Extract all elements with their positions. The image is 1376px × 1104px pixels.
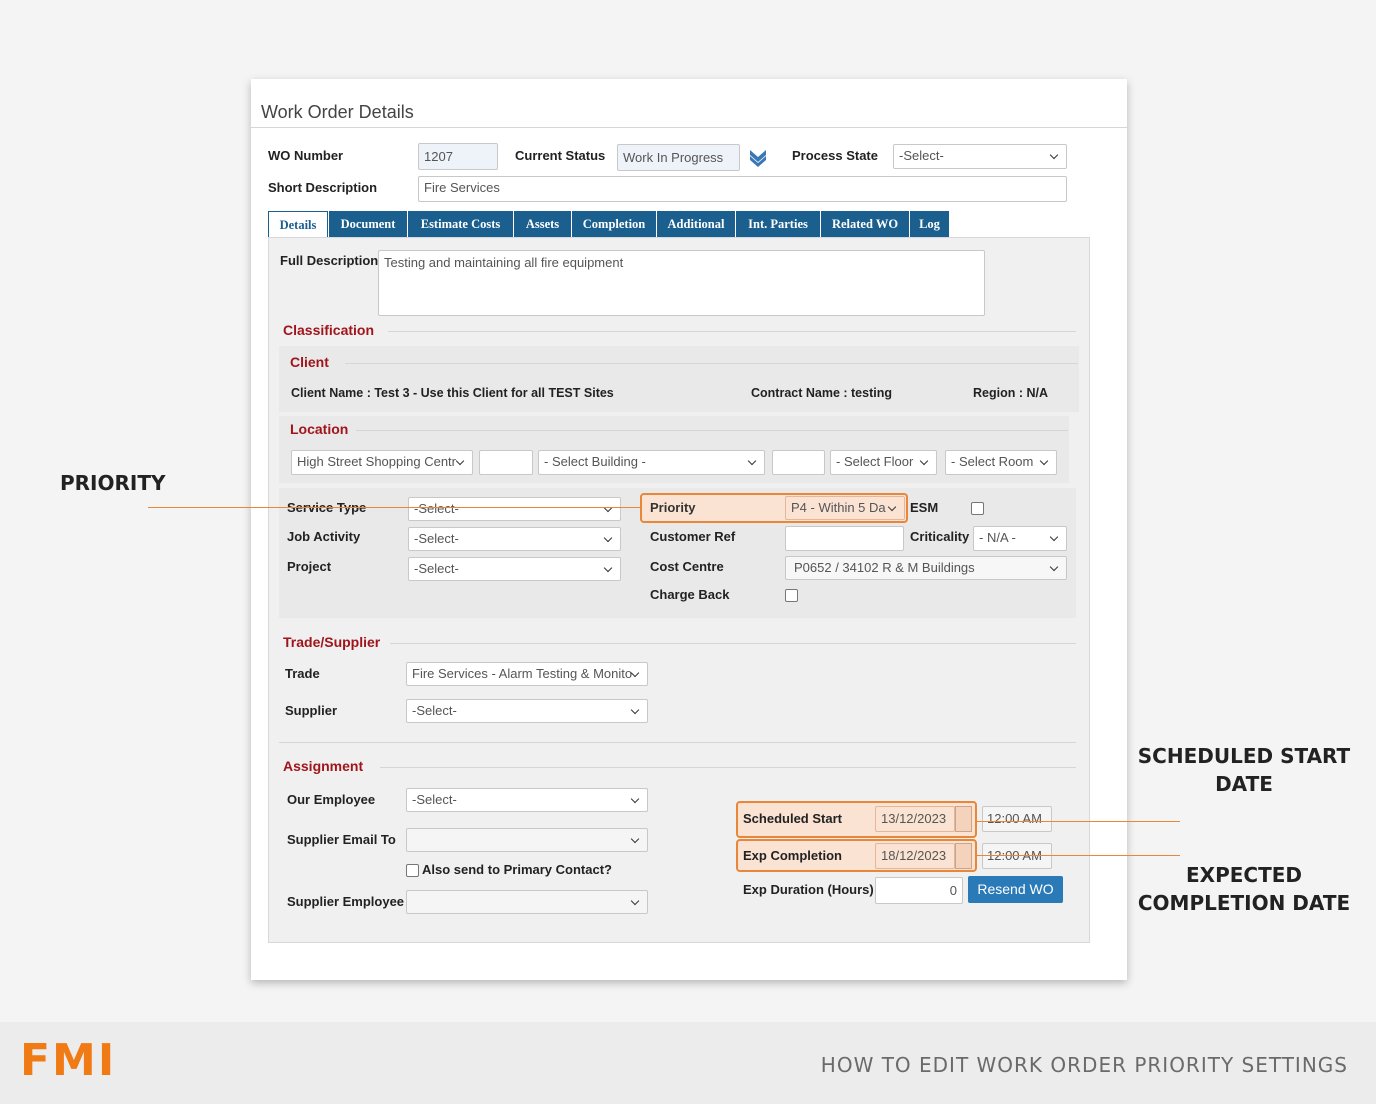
select[interactable]: - Select Floor <box>830 450 937 475</box>
checkbox[interactable] <box>406 864 419 877</box>
button[interactable]: Resend WO <box>968 876 1063 903</box>
tab[interactable]: Log <box>910 211 949 237</box>
section-heading: Trade/Supplier <box>283 634 381 650</box>
textarea[interactable]: Testing and maintaining all fire equipme… <box>378 250 985 316</box>
field-label: Short Description <box>268 180 378 195</box>
field-label: Process State <box>792 148 878 163</box>
tab[interactable]: Completion <box>572 211 656 237</box>
field-label: Cost Centre <box>650 559 724 574</box>
annotation-line <box>148 507 640 508</box>
field-label: Customer Ref <box>650 529 736 544</box>
field-label: Exp Duration (Hours) <box>743 882 874 897</box>
annotation: EXPECTED COMPLETION DATE <box>1137 863 1351 915</box>
tab[interactable]: Estimate Costs <box>408 211 513 237</box>
date-input[interactable]: 18/12/2023 <box>875 843 955 869</box>
input[interactable] <box>785 526 904 551</box>
footer <box>0 1022 1376 1104</box>
tab[interactable]: Document <box>329 211 407 237</box>
field-label: Supplier Email To <box>287 832 396 847</box>
field-label: Supplier <box>285 703 338 718</box>
annotation: SCHEDULED START DATE <box>1137 744 1351 796</box>
select[interactable]: - Select Room <box>945 450 1057 475</box>
section-heading: Classification <box>283 322 375 338</box>
annotation-line <box>976 821 1180 822</box>
checkbox[interactable] <box>785 589 798 602</box>
tab[interactable]: Details <box>268 211 328 237</box>
status-icon[interactable] <box>747 146 769 168</box>
tab[interactable]: Assets <box>514 211 571 237</box>
field-label: Full Description <box>280 253 379 268</box>
panel-title: Work Order Details <box>261 102 414 122</box>
annotation: PRIORITY <box>60 471 166 495</box>
field-label: Trade <box>285 666 320 681</box>
field-label: Charge Back <box>650 587 730 602</box>
select[interactable] <box>406 828 648 852</box>
input[interactable]: Fire Services <box>418 176 1067 202</box>
field-label: Job Activity <box>287 529 361 544</box>
divider <box>251 127 1127 128</box>
contract-name: Contract Name : testing <box>751 386 892 400</box>
tab[interactable]: Related WO <box>821 211 909 237</box>
input[interactable]: 0 <box>875 877 963 904</box>
field-label: Project <box>287 559 332 574</box>
select[interactable]: - Select Building - <box>538 450 765 475</box>
input[interactable]: 1207 <box>418 143 498 170</box>
field-label: Current Status <box>515 148 606 163</box>
section-heading: Location <box>290 421 349 437</box>
tab[interactable]: Additional <box>657 211 735 237</box>
divider <box>380 767 1076 768</box>
select[interactable]: - N/A - <box>973 526 1067 551</box>
field-label: Supplier Employee <box>287 894 405 909</box>
section-heading: Assignment <box>283 758 364 774</box>
section-heading: Client <box>290 354 329 370</box>
annotation-line <box>976 855 1180 856</box>
input[interactable] <box>772 450 825 475</box>
logo: FMI <box>20 1035 117 1086</box>
input[interactable] <box>479 450 533 475</box>
field-label: Our Employee <box>287 792 376 807</box>
divider <box>356 430 1068 431</box>
checkbox[interactable] <box>971 502 984 515</box>
select[interactable]: -Select- <box>408 527 621 551</box>
field-label: Service Type <box>287 500 367 515</box>
field-label: Exp Completion <box>743 848 842 863</box>
divider <box>345 363 1078 364</box>
date-input[interactable]: 13/12/2023 <box>875 806 955 832</box>
client-name: Client Name : Test 3 - Use this Client f… <box>291 386 614 400</box>
tab[interactable]: Int. Parties <box>736 211 820 237</box>
time-input[interactable]: 12:00 AM <box>982 806 1052 832</box>
select[interactable]: High Street Shopping Centr <box>291 450 473 475</box>
footer-title: HOW TO EDIT WORK ORDER PRIORITY SETTINGS <box>820 1053 1348 1077</box>
field-label: WO Number <box>268 148 344 163</box>
client-box <box>279 346 1079 412</box>
select[interactable]: -Select- <box>406 788 648 812</box>
select[interactable]: P4 - Within 5 Da <box>785 496 905 520</box>
select[interactable]: -Select- <box>408 557 621 581</box>
date-button[interactable] <box>955 806 972 832</box>
field-label: Criticality <box>910 529 970 544</box>
divider <box>279 742 1076 743</box>
divider <box>390 643 1076 644</box>
time-input[interactable]: 12:00 AM <box>982 843 1052 869</box>
select[interactable]: -Select- <box>408 497 621 521</box>
region: Region : N/A <box>973 386 1048 400</box>
input: Work In Progress <box>617 144 740 171</box>
divider <box>388 331 1076 332</box>
checkbox-label: Also send to Primary Contact? <box>422 862 612 877</box>
field-label: Scheduled Start <box>743 811 842 826</box>
select[interactable] <box>406 890 648 914</box>
select[interactable]: Fire Services - Alarm Testing & Monito <box>406 662 648 686</box>
select[interactable]: -Select- <box>406 699 648 723</box>
date-button[interactable] <box>955 843 972 869</box>
select[interactable]: P0652 / 34102 R & M Buildings <box>785 556 1067 580</box>
select[interactable]: -Select- <box>893 144 1067 169</box>
field-label: Priority <box>650 500 696 515</box>
field-label: ESM <box>910 500 939 515</box>
